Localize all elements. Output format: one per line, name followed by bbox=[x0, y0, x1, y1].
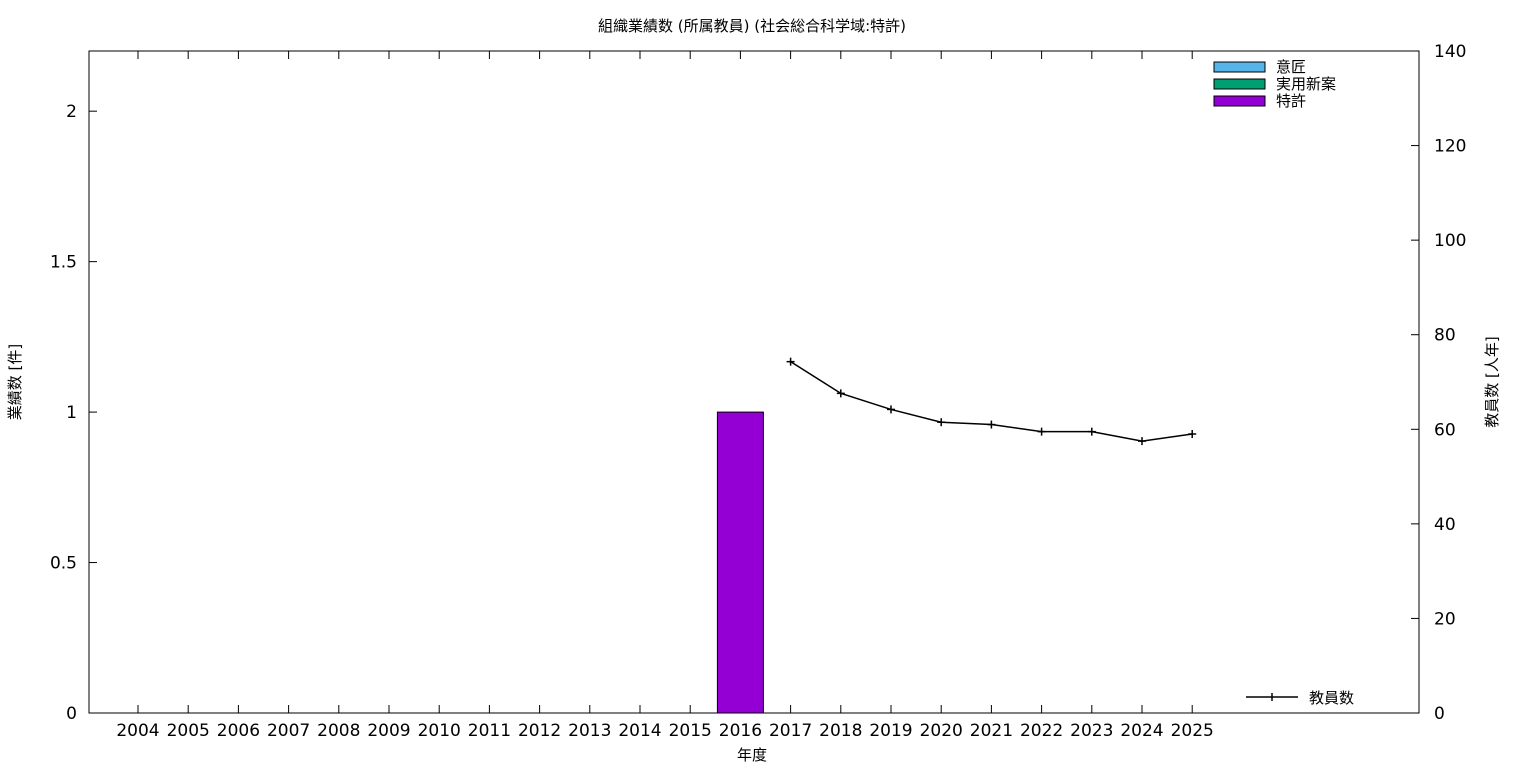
x-tick-label: 2018 bbox=[819, 721, 862, 741]
line-point bbox=[786, 357, 795, 366]
x-tick-label: 2020 bbox=[920, 721, 963, 741]
bar-series bbox=[716, 411, 764, 714]
y2-tick-label: 100 bbox=[1434, 231, 1466, 251]
y-tick-label: 2 bbox=[66, 102, 77, 122]
line-point bbox=[836, 389, 845, 398]
x-tick-label: 2016 bbox=[719, 721, 762, 741]
x-tick-label: 2012 bbox=[518, 721, 561, 741]
legend-line-label: 教員数 bbox=[1309, 689, 1354, 707]
x-tick-label: 2010 bbox=[418, 721, 461, 741]
x-tick-label: 2022 bbox=[1020, 721, 1063, 741]
y2-axis-ticks: 0 20 40 60 80 100 120 140 bbox=[1411, 42, 1466, 724]
x-tick-label: 2005 bbox=[167, 721, 210, 741]
x-tick-label: 2011 bbox=[468, 721, 511, 741]
line-point bbox=[1188, 430, 1197, 439]
y2-tick-label: 20 bbox=[1434, 609, 1456, 629]
chart-title: 組織業績数 (所属教員) (社会総合科学域:特許) bbox=[598, 17, 906, 35]
x-axis-label: 年度 bbox=[737, 746, 767, 764]
x-tick-label: 2024 bbox=[1120, 721, 1163, 741]
line-series bbox=[786, 357, 1197, 446]
line-point bbox=[937, 418, 946, 427]
x-tick-label: 2021 bbox=[970, 721, 1013, 741]
y-tick-label: 1 bbox=[66, 403, 77, 423]
y-tick-label: 1.5 bbox=[50, 253, 77, 273]
y2-tick-label: 80 bbox=[1434, 326, 1456, 346]
y2-tick-label: 120 bbox=[1434, 137, 1466, 157]
y-axis-ticks: 0 0.5 1 1.5 2 bbox=[50, 102, 97, 724]
x-axis-ticks: 2004 2005 2006 2007 2008 2009 2010 2011 2012 2013… bbox=[116, 51, 1214, 741]
y-tick-label: 0.5 bbox=[50, 554, 77, 574]
x-tick-label: 2007 bbox=[267, 721, 310, 741]
legend-swatch bbox=[1213, 61, 1266, 73]
legend-label: 特許 bbox=[1276, 92, 1306, 110]
bar bbox=[716, 411, 764, 714]
y2-tick-label: 40 bbox=[1434, 515, 1456, 535]
legend-label: 意匠 bbox=[1276, 58, 1306, 76]
y-axis-label: 業績数 [件] bbox=[6, 344, 24, 420]
x-tick-label: 2013 bbox=[568, 721, 611, 741]
x-tick-label: 2023 bbox=[1070, 721, 1113, 741]
legend-swatch bbox=[1213, 78, 1266, 90]
y2-tick-label: 0 bbox=[1434, 704, 1445, 724]
x-tick-label: 2014 bbox=[618, 721, 661, 741]
legend-swatch bbox=[1213, 95, 1266, 107]
x-tick-label: 2006 bbox=[217, 721, 260, 741]
x-tick-label: 2004 bbox=[116, 721, 159, 741]
legend-line: 教員数 bbox=[1246, 689, 1354, 707]
x-tick-label: 2019 bbox=[869, 721, 912, 741]
y2-axis-label: 教員数 [人年] bbox=[1483, 336, 1501, 427]
line-point bbox=[887, 405, 895, 414]
legend-label: 実用新案 bbox=[1276, 75, 1336, 93]
line-path bbox=[790, 361, 1193, 442]
x-tick-label: 2008 bbox=[317, 721, 360, 741]
x-tick-label: 2015 bbox=[669, 721, 712, 741]
line-point bbox=[1087, 427, 1096, 436]
line-point bbox=[1138, 437, 1146, 446]
line-point bbox=[1037, 427, 1046, 436]
line-point bbox=[987, 420, 996, 429]
x-tick-label: 2009 bbox=[367, 721, 410, 741]
y-tick-label: 0 bbox=[66, 704, 77, 724]
x-tick-label: 2017 bbox=[769, 721, 812, 741]
x-tick-label: 2025 bbox=[1171, 721, 1214, 741]
y2-tick-label: 60 bbox=[1434, 420, 1456, 440]
y2-tick-label: 140 bbox=[1434, 42, 1466, 62]
